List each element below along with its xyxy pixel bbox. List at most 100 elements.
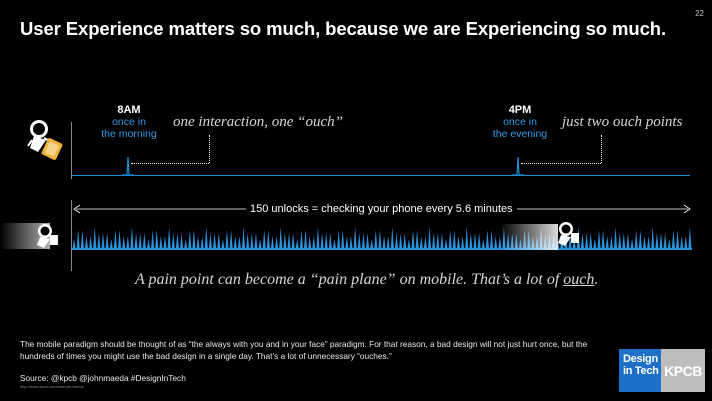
unlock-spike [411, 230, 415, 249]
unlock-spike [655, 233, 659, 249]
unlock-spike [374, 230, 378, 249]
unlock-spike [167, 227, 171, 249]
unlock-spike [246, 233, 250, 249]
unlock-spike [415, 230, 419, 249]
unlock-spike [155, 230, 159, 249]
unlock-spike [601, 230, 605, 249]
unlock-spike [179, 233, 184, 249]
slide-number: 22 [695, 9, 704, 18]
unlock-spike [365, 233, 370, 249]
evening-marker: 4PM once in the evening [486, 104, 554, 140]
unlock-spike [667, 239, 671, 249]
unlock-spike [485, 230, 489, 249]
unlock-spike [680, 236, 684, 249]
unlock-spike [266, 230, 270, 249]
unlock-spike [423, 236, 427, 249]
unlock-spike [221, 239, 225, 249]
time-8am: 8AM [117, 104, 141, 116]
unlock-spike [241, 227, 246, 249]
unlock-spike [638, 230, 642, 249]
unlock-spike [642, 236, 647, 249]
pain-text: A pain point can become a “pain plane” o… [135, 271, 564, 288]
unlock-spike [622, 233, 626, 249]
unlock-spike [589, 233, 593, 249]
connector-right-horizontal [521, 163, 601, 164]
unlock-spike [407, 239, 411, 249]
slide-title: User Experience matters so much, because… [20, 18, 667, 39]
unlock-spike [303, 230, 308, 249]
unlock-spike [568, 236, 572, 249]
unlock-spike [585, 233, 589, 249]
unlock-spike [481, 239, 485, 249]
unlock-spike [390, 227, 394, 249]
unlock-spike [72, 239, 76, 249]
unlock-spike [324, 233, 328, 249]
unlock-spike [436, 233, 440, 249]
unlock-spike [489, 230, 494, 249]
unlock-spike [634, 230, 638, 249]
axis-line-top [71, 122, 72, 179]
unlock-spike [593, 239, 597, 249]
unlock-spike [237, 236, 241, 249]
unlock-spike [345, 236, 349, 249]
unlock-spike [361, 233, 365, 249]
unlock-spike [609, 236, 613, 249]
unlock-spike [233, 236, 237, 249]
unlock-spike [444, 239, 448, 249]
unlock-spike [378, 230, 382, 249]
unlock-spike [130, 227, 134, 249]
morning-line2: the morning [101, 128, 157, 140]
unlock-spike [494, 236, 498, 249]
unlock-spike [684, 236, 688, 249]
unlock-spike [80, 230, 84, 249]
unlock-spike [382, 236, 386, 249]
unlock-spike [469, 233, 473, 249]
unlock-spike [448, 230, 452, 249]
unlock-spike [613, 227, 618, 249]
unlock-spike [229, 230, 233, 249]
unlock-spike [427, 227, 432, 249]
unlock-spike [283, 233, 287, 249]
unlock-spike [109, 239, 113, 249]
body-paragraph: The mobile paradigm should be thought of… [20, 339, 588, 361]
unlock-spike [353, 227, 357, 249]
unlock-spike [651, 227, 655, 249]
unlock-spike [432, 233, 436, 249]
motion-trail-band [500, 224, 558, 250]
unlock-spike [291, 233, 295, 249]
unlock-spike [84, 236, 89, 249]
unlock-spike [456, 236, 461, 249]
unlock-spike [200, 236, 204, 249]
unlock-spike [403, 233, 407, 249]
unlock-spike [659, 233, 663, 249]
unlock-spike [316, 227, 320, 249]
unlock-spike [465, 227, 469, 249]
axis-line-bottom [71, 200, 72, 271]
unlock-spike [312, 236, 316, 249]
unlock-spike [254, 233, 258, 249]
unlock-spike [225, 230, 229, 249]
unlock-spike [279, 227, 283, 249]
unlock-spike [370, 239, 374, 249]
connector-left-horizontal [131, 163, 209, 164]
unlock-spike [217, 233, 221, 249]
pain-period: . [594, 271, 599, 288]
unlock-spike [461, 236, 465, 249]
unlock-spike [419, 236, 423, 249]
unlock-spike [163, 236, 167, 249]
unlock-spike [630, 239, 634, 249]
unlock-spike [452, 230, 456, 249]
logo-line2: in Tech [623, 365, 659, 377]
person-with-phone-icon [558, 222, 579, 246]
unlock-spike [126, 236, 130, 249]
unlock-spike [626, 233, 630, 249]
unlock-spike [93, 227, 97, 249]
unlock-spike [159, 236, 163, 249]
spike-evening [512, 156, 524, 176]
pain-plane-statement: A pain point can become a “pain plane” o… [135, 271, 598, 289]
source-line: Source: @kpcb @johnmaeda #DesignInTech [20, 373, 186, 383]
unlock-spike [597, 230, 601, 249]
unlock-spike [208, 233, 213, 249]
caption-one-interaction: one interaction, one “ouch” [173, 114, 343, 130]
design-in-tech-logo: Design in Tech KPCB [619, 349, 705, 392]
